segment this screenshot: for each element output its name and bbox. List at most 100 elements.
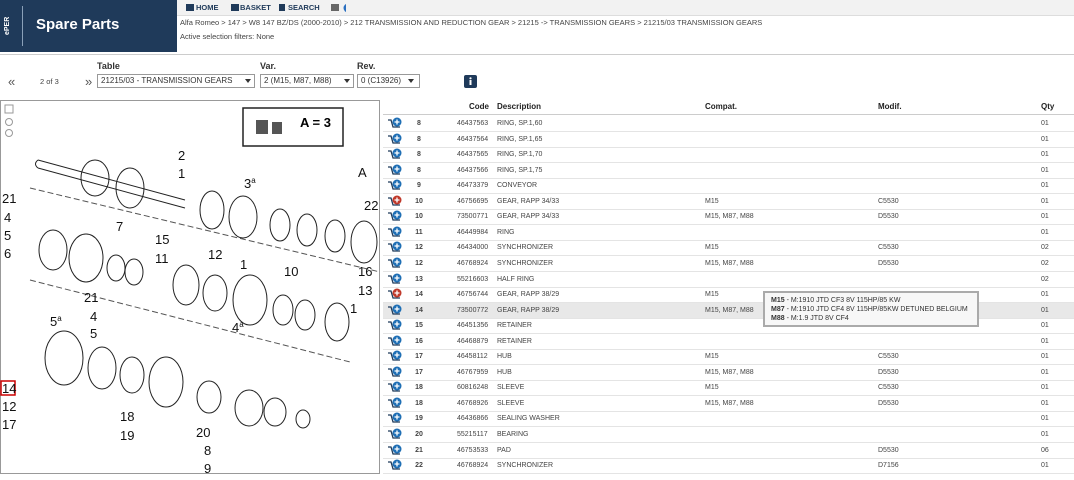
table-row[interactable]: 9 46473379 CONVEYOR 01 <box>383 178 1074 195</box>
add-to-basket[interactable] <box>387 304 403 318</box>
callout-number[interactable]: 5 <box>4 228 11 243</box>
callout-number[interactable]: 1 <box>350 301 357 316</box>
breadcrumb[interactable]: Alfa Romeo > 147 > W8 147 BZ/DS (2000-20… <box>180 18 763 27</box>
callout-number[interactable]: 6 <box>4 246 11 261</box>
callout-number[interactable]: 8 <box>204 443 211 458</box>
modif: D5530 <box>878 259 899 267</box>
table-row[interactable]: 10 46756695 GEAR, RAPP 34/33 M15 C5530 01 <box>383 194 1074 210</box>
add-to-basket[interactable] <box>387 335 403 349</box>
callout-number[interactable]: 9 <box>204 461 211 474</box>
add-to-basket[interactable] <box>387 226 403 240</box>
prev-button[interactable]: « <box>8 74 16 89</box>
table-row[interactable]: 8 46437565 RING, SP.1,70 01 <box>383 147 1074 164</box>
callout-number[interactable]: 1 <box>240 257 247 272</box>
nav-home[interactable]: HOME <box>196 3 219 12</box>
callout-number[interactable]: 4 <box>4 210 11 225</box>
callout-number[interactable]: 12 <box>208 247 222 262</box>
callout-number[interactable]: 14 <box>2 381 16 396</box>
add-to-basket[interactable] <box>387 210 403 224</box>
callout-number[interactable]: 17 <box>2 417 16 432</box>
var-select[interactable]: 2 (M15, M87, M88) <box>260 74 354 88</box>
add-to-basket[interactable] <box>387 319 403 333</box>
table-row[interactable]: 17 46458112 HUB M15 C5530 01 <box>383 349 1074 366</box>
nav-search[interactable]: SEARCH <box>288 3 320 12</box>
callout-number[interactable]: 3 <box>244 176 251 191</box>
nav-basket[interactable]: BASKET <box>240 3 271 12</box>
info-button[interactable] <box>464 75 478 89</box>
next-button[interactable]: » <box>85 74 93 89</box>
table-row[interactable]: 18 60816248 SLEEVE M15 C5530 01 <box>383 380 1074 397</box>
table-row[interactable]: 14 46756744 GEAR, RAPP 38/29 M15 01 <box>383 287 1074 304</box>
add-to-basket[interactable] <box>387 257 403 271</box>
table-select[interactable]: 21215/03 - TRANSMISSION GEARS <box>97 74 255 88</box>
callout-number[interactable]: 4 <box>232 320 239 335</box>
callout-number[interactable]: A <box>358 165 367 180</box>
callout-number[interactable]: 10 <box>284 264 298 279</box>
compat[interactable]: M15, M87, M88 <box>705 213 754 221</box>
table-row[interactable]: 10 73500771 GEAR, RAPP 34/33 M15, M87, M88 D… <box>383 209 1074 226</box>
add-to-basket[interactable] <box>387 288 403 302</box>
add-to-basket[interactable] <box>387 366 403 380</box>
add-to-basket[interactable] <box>387 133 403 147</box>
add-to-basket[interactable] <box>387 179 403 193</box>
callout-number[interactable]: 15 <box>155 232 169 247</box>
callout-number[interactable]: 5 <box>50 314 57 329</box>
callout-number[interactable]: 19 <box>120 428 134 443</box>
compat[interactable]: M15, M87, M88 <box>705 399 754 407</box>
add-to-basket[interactable] <box>387 428 403 442</box>
rev-select[interactable]: 0 (C13926) <box>357 74 420 88</box>
add-to-basket[interactable] <box>387 195 403 209</box>
callout-number[interactable]: 7 <box>116 219 123 234</box>
add-to-basket[interactable] <box>387 412 403 426</box>
table-row[interactable]: 12 46434000 SYNCHRONIZER M15 C5530 02 <box>383 240 1074 257</box>
add-to-basket[interactable] <box>387 148 403 162</box>
callout-number[interactable]: 5 <box>90 326 97 341</box>
add-to-basket[interactable] <box>387 397 403 411</box>
add-to-basket[interactable] <box>387 241 403 255</box>
add-to-basket[interactable] <box>387 381 403 395</box>
callout-number[interactable]: 21 <box>84 290 98 305</box>
compat[interactable]: M15 <box>705 384 719 392</box>
add-to-basket[interactable] <box>387 459 403 473</box>
table-row[interactable]: 16 46468879 RETAINER 01 <box>383 334 1074 350</box>
add-to-basket[interactable] <box>387 117 403 131</box>
table-row[interactable]: 13 55216603 HALF RING 02 <box>383 272 1074 288</box>
part-code: 46756695 <box>457 197 489 205</box>
compat[interactable]: M15 <box>705 244 719 252</box>
table-row[interactable]: 12 46768924 SYNCHRONIZER M15, M87, M88 D5530… <box>383 256 1074 272</box>
table-row[interactable]: 8 46437563 RING, SP.1,60 01 <box>383 116 1074 132</box>
table-row[interactable]: 17 46767959 HUB M15, M87, M88 D5530 01 <box>383 365 1074 381</box>
callout-number[interactable]: 20 <box>196 425 210 440</box>
table-row[interactable]: 15 46451356 RETAINER 01 <box>383 318 1074 335</box>
table-row[interactable]: 11 46449984 RING 01 <box>383 225 1074 241</box>
table-row[interactable]: 8 46437566 RING, SP.1,75 01 <box>383 163 1074 179</box>
table-row[interactable]: 20 55215117 BEARING 01 <box>383 427 1074 443</box>
compat[interactable]: M15 <box>705 353 719 361</box>
compat[interactable]: M15, M87, M88 <box>705 259 754 267</box>
callout-number[interactable]: 12 <box>2 399 16 414</box>
table-row[interactable]: 21 46753533 PAD D5530 06 <box>383 443 1074 459</box>
callout-number[interactable]: 1 <box>178 166 185 181</box>
callout-number[interactable]: 22 <box>364 198 378 213</box>
plus <box>394 181 400 187</box>
compat[interactable]: M15 <box>705 197 719 205</box>
callout-number[interactable]: 2 <box>178 148 185 163</box>
compat[interactable]: M15, M87, M88 <box>705 368 754 376</box>
callout-number[interactable]: 21 <box>2 191 16 206</box>
callout-number[interactable]: 4 <box>90 309 97 324</box>
compat[interactable]: M15 <box>705 291 719 299</box>
add-to-basket[interactable] <box>387 273 403 287</box>
callout-number[interactable]: 11 <box>155 251 169 266</box>
table-row[interactable]: 22 46768924 SYNCHRONIZER D7156 01 <box>383 458 1074 475</box>
callout: 10 <box>284 264 298 279</box>
table-row[interactable]: 18 46768926 SLEEVE M15, M87, M88 D5530 01 <box>383 396 1074 412</box>
callout-number[interactable]: 13 <box>358 283 372 298</box>
callout-number[interactable]: 16 <box>358 264 372 279</box>
add-to-basket[interactable] <box>387 444 403 458</box>
callout-number[interactable]: 18 <box>120 409 134 424</box>
table-row[interactable]: 19 46436866 SEALING WASHER 01 <box>383 411 1074 428</box>
compat[interactable]: M15, M87, M88 <box>705 306 754 314</box>
add-to-basket[interactable] <box>387 350 403 364</box>
table-row[interactable]: 8 46437564 RING, SP.1,65 01 <box>383 132 1074 148</box>
add-to-basket[interactable] <box>387 164 403 178</box>
